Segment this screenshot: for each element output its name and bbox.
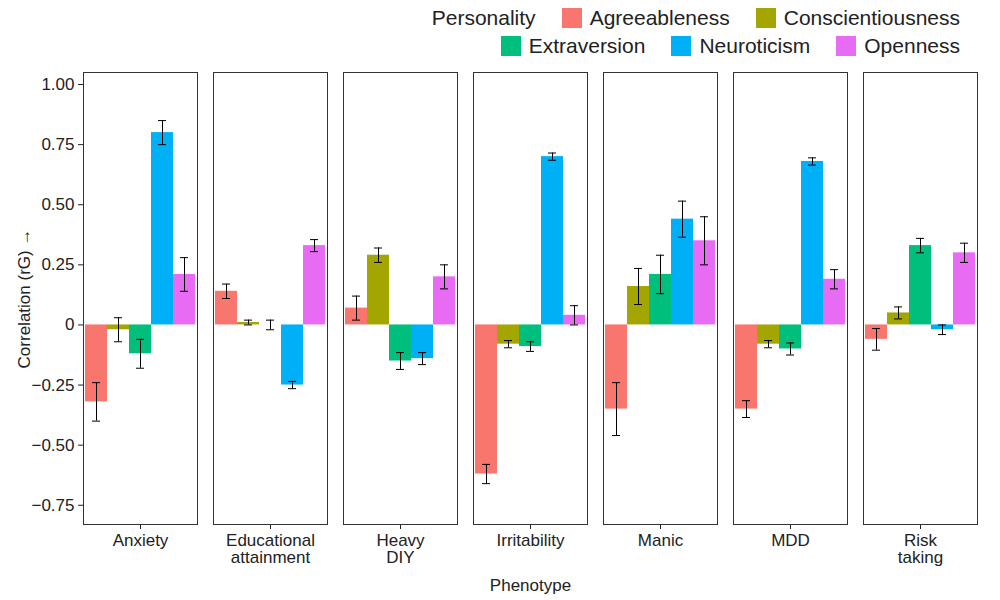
html-text:Agreeableness: Agreeableness <box>589 6 730 29</box>
svg-text:0.50: 0.50 <box>41 195 74 214</box>
svg-text:0: 0 <box>65 315 74 334</box>
svg-text:Correlation (rG) →: Correlation (rG) → <box>15 229 34 369</box>
svg-text:0.75: 0.75 <box>41 135 74 154</box>
svg-text:−0.50: −0.50 <box>31 436 74 455</box>
svg-text:−0.25: −0.25 <box>31 375 74 394</box>
svg-text:MDD: MDD <box>771 531 810 550</box>
svg-text:HeavyDIY: HeavyDIY <box>376 531 425 567</box>
svg-text:Manic: Manic <box>638 531 684 550</box>
svg-text:Educationalattainment: Educationalattainment <box>226 531 315 567</box>
html-text:Extraversion: Extraversion <box>528 34 646 57</box>
html-text:Conscientiousness: Conscientiousness <box>783 6 960 29</box>
svg-text:Risktaking: Risktaking <box>898 531 943 567</box>
html-text:Neuroticism: Neuroticism <box>699 34 811 57</box>
html-text:Personality: Personality <box>431 6 536 29</box>
svg-text:1.00: 1.00 <box>41 75 74 94</box>
svg-text:0.25: 0.25 <box>41 255 74 274</box>
html-text:Openness: Openness <box>864 34 960 57</box>
svg-text:Anxiety: Anxiety <box>113 531 169 550</box>
svg-text:Phenotype: Phenotype <box>490 576 571 595</box>
svg-text:−0.75: −0.75 <box>31 496 74 515</box>
svg-text:Irritability: Irritability <box>496 531 565 550</box>
